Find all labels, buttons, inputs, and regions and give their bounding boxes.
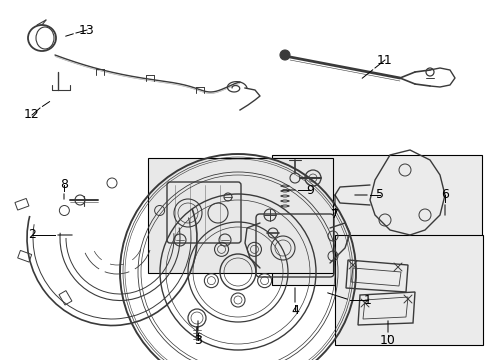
Bar bbox=[271, 155, 481, 285]
Circle shape bbox=[280, 50, 289, 60]
Bar bbox=[148, 158, 332, 273]
Bar bbox=[18, 251, 32, 262]
Text: 1: 1 bbox=[364, 293, 371, 306]
Text: 10: 10 bbox=[379, 333, 395, 346]
Text: 9: 9 bbox=[305, 184, 313, 197]
Bar bbox=[15, 198, 29, 210]
Text: 2: 2 bbox=[28, 229, 36, 242]
Text: 8: 8 bbox=[60, 179, 68, 192]
Text: 7: 7 bbox=[330, 208, 338, 221]
Text: 4: 4 bbox=[290, 303, 298, 316]
Bar bbox=[334, 235, 482, 345]
Text: 6: 6 bbox=[440, 189, 448, 202]
Text: 12: 12 bbox=[24, 108, 40, 122]
Text: 5: 5 bbox=[375, 189, 383, 202]
Text: 3: 3 bbox=[194, 333, 202, 346]
Text: 11: 11 bbox=[376, 54, 392, 67]
Bar bbox=[59, 291, 72, 305]
Text: 13: 13 bbox=[79, 23, 95, 36]
